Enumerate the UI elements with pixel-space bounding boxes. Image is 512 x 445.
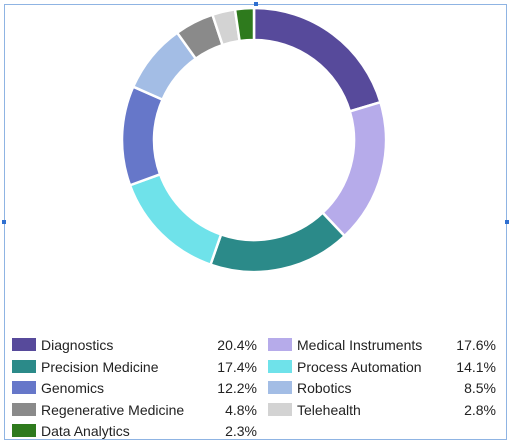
donut-slice-diagnostics[interactable] <box>252 6 382 113</box>
donut-slice-genomics[interactable] <box>120 85 164 187</box>
donut-slice-data-analytics[interactable] <box>233 6 256 43</box>
donut-slice-process-automation[interactable] <box>128 173 223 266</box>
donut-slice-medical-instruments[interactable] <box>321 100 388 238</box>
donut-slice-precision-medicine[interactable] <box>209 211 346 274</box>
resize-handle-left[interactable] <box>2 220 6 224</box>
resize-handle-top[interactable] <box>254 2 258 6</box>
resize-handle-right[interactable] <box>505 220 509 224</box>
